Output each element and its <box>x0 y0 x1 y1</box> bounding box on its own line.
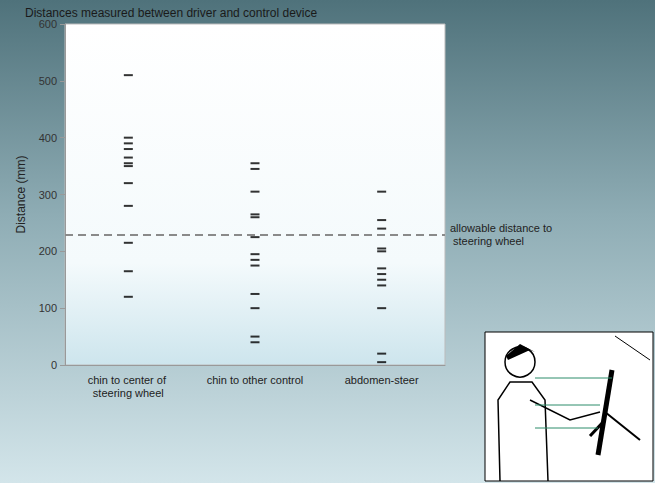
svg-text:600: 600 <box>38 18 57 30</box>
svg-text:200: 200 <box>39 245 57 257</box>
svg-text:100: 100 <box>39 302 57 314</box>
svg-text:chin to other control: chin to other control <box>207 374 304 386</box>
svg-text:steering wheel: steering wheel <box>450 235 524 247</box>
svg-text:500: 500 <box>39 75 57 87</box>
svg-text:0: 0 <box>51 359 57 371</box>
svg-text:400: 400 <box>39 132 57 144</box>
svg-text:allowable distance to: allowable distance to <box>450 222 552 234</box>
svg-text:Distance (mm): Distance (mm) <box>14 155 28 233</box>
svg-text:chin to center of: chin to center of <box>88 374 169 386</box>
svg-text:abdomen-steer: abdomen-steer <box>345 374 419 386</box>
svg-text:300: 300 <box>39 189 57 201</box>
svg-text:steering wheel: steering wheel <box>93 387 164 399</box>
svg-text:Distances measured between dri: Distances measured between driver and co… <box>25 6 317 20</box>
